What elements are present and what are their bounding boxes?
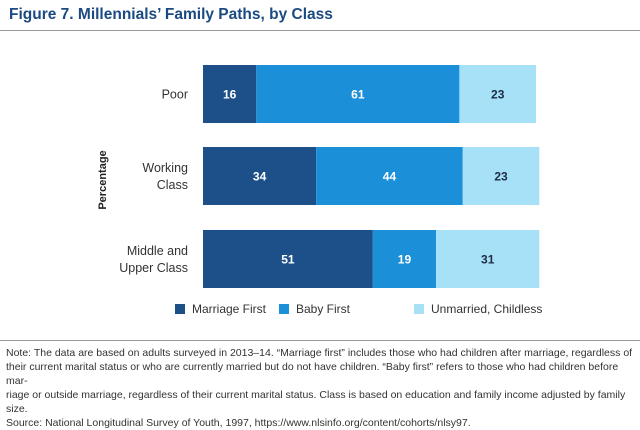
- source-line: Source: National Longitudinal Survey of …: [6, 417, 471, 429]
- data-label: 51: [281, 253, 295, 267]
- bar-segment-baby-first: [372, 230, 437, 288]
- y-axis-label: Percentage: [97, 150, 109, 209]
- data-label: 34: [253, 170, 267, 184]
- data-label: 23: [494, 170, 508, 184]
- bar-segment-marriage-first: [203, 230, 373, 288]
- bar-segment-marriage-first: [203, 147, 317, 205]
- figure-note: Note: The data are based on adults surve…: [6, 346, 636, 430]
- legend-swatch: [279, 304, 289, 314]
- bar-segment-marriage-first: [203, 65, 257, 123]
- figure: Figure 7. Millennials’ Family Paths, by …: [0, 6, 640, 429]
- legend-label: Baby First: [296, 302, 351, 316]
- title-divider: [0, 30, 640, 31]
- category-label: Poor: [162, 88, 188, 102]
- data-label: 19: [398, 253, 412, 267]
- note-line: riage or outside marriage, regardless of…: [6, 389, 626, 415]
- bar-segment-unmarried-childless: [462, 147, 540, 205]
- bar-segment-unmarried-childless: [459, 65, 536, 123]
- category-label: Middle and Upper Class: [119, 244, 188, 275]
- figure-title: Figure 7. Millennials’ Family Paths, by …: [9, 6, 333, 23]
- legend-label: Marriage First: [192, 302, 267, 316]
- category-label: Working Class: [142, 161, 188, 192]
- note-line: their current marital status or who are …: [6, 361, 619, 387]
- legend-swatch: [175, 304, 185, 314]
- bar-segment-baby-first: [316, 147, 463, 205]
- data-label: 16: [223, 88, 237, 102]
- legend-label: Unmarried, Childless: [431, 302, 542, 316]
- stacked-bar-chart: Percentage Poor Working Class Middle and Uppe…: [97, 65, 542, 316]
- data-label: 31: [481, 253, 495, 267]
- legend-swatch: [414, 304, 424, 314]
- note-line: Note: The data are based on adults surve…: [6, 347, 633, 359]
- data-label: 44: [383, 170, 397, 184]
- data-label: 23: [491, 88, 505, 102]
- bar-segment-unmarried-childless: [436, 230, 540, 288]
- note-divider: [0, 340, 640, 341]
- data-label: 61: [351, 88, 365, 102]
- bar-segment-baby-first: [256, 65, 460, 123]
